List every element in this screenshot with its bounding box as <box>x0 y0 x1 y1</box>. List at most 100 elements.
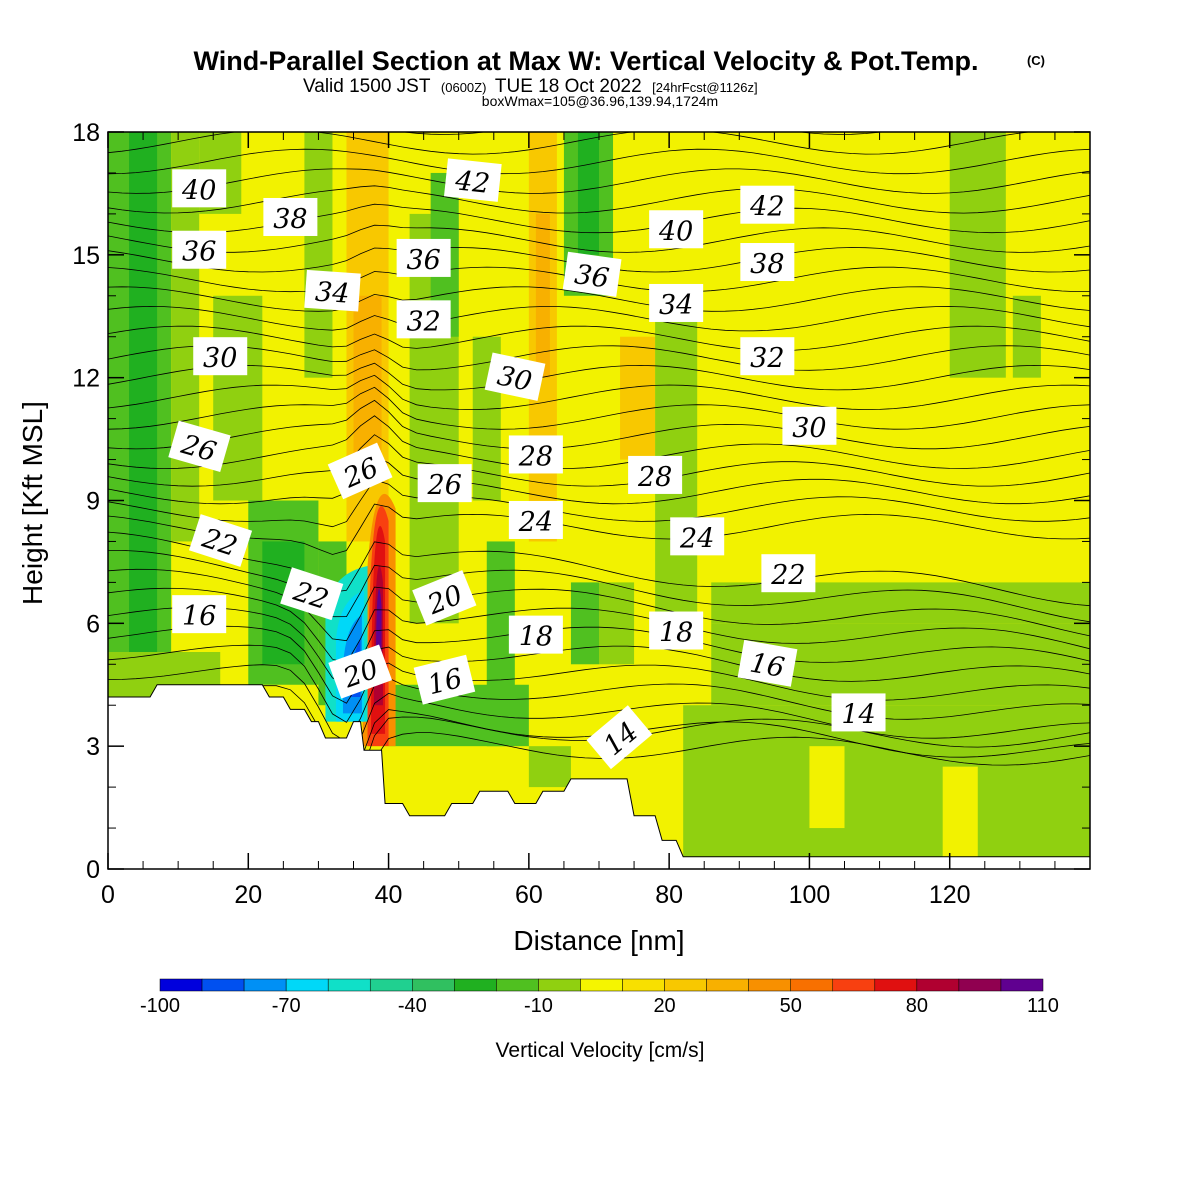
contour-label-box <box>172 169 227 208</box>
x-tick-label: 120 <box>929 881 971 909</box>
colorbar-swatch <box>496 978 539 992</box>
contour-label-12: 34 <box>649 283 704 322</box>
contour-label-29: 18 <box>508 615 563 654</box>
theta-contour-19 <box>108 374 1090 411</box>
contour-label-13: 38 <box>740 243 795 282</box>
theta-contour-23 <box>108 305 1090 332</box>
colorbar-swatch <box>327 978 371 992</box>
field-band-33 <box>942 766 978 857</box>
contour-label-7: 36 <box>562 251 622 297</box>
contour-label-text: 38 <box>750 249 784 280</box>
colorbar-swatch <box>201 978 245 992</box>
colorbar-swatch <box>664 978 707 992</box>
colorbar-swatch <box>369 978 413 992</box>
contour-label-14: 32 <box>740 337 795 376</box>
y-tick-label: 6 <box>86 610 100 638</box>
contour-label-21: 22 <box>188 514 253 567</box>
valid-forecast: [24hrFcst@1126z] <box>652 80 757 95</box>
contour-label-10: 40 <box>649 210 704 249</box>
colorbar-tick-label: 20 <box>653 995 675 1017</box>
y-tick-label: 0 <box>86 856 100 884</box>
x-tick-label: 100 <box>789 881 831 909</box>
box-wmax-text: boxWmax=105@36.96,139.94,1724m <box>482 93 718 109</box>
x-tick-label: 20 <box>234 881 262 909</box>
colorbar-tick-label: 80 <box>906 995 928 1017</box>
theta-contour-11 <box>108 531 1090 607</box>
field-band-3 <box>129 132 158 747</box>
y-tick-label: 9 <box>86 488 100 516</box>
contour-label-text: 30 <box>792 413 826 444</box>
copyright-mark: (C) <box>1027 53 1045 68</box>
contour-label-8: 30 <box>193 337 248 376</box>
terrain <box>108 684 1090 869</box>
valid-prefix: Valid 1500 JST <box>303 76 431 97</box>
y-tick-label: 3 <box>86 733 100 761</box>
contour-label-box <box>740 185 795 224</box>
colorbar: -100 -70 -40 -10 20 50 80 110 <box>140 978 1059 1017</box>
colorbar-swatch <box>454 978 497 992</box>
y-axis-label: Height [Kft MSL] <box>17 401 48 605</box>
contour-label-33: 16 <box>413 654 476 705</box>
contour-label-5: 36 <box>396 238 451 277</box>
theta-contour-17 <box>108 399 1090 450</box>
theta-contour-7 <box>108 606 1090 685</box>
colorbar-swatch <box>412 978 455 992</box>
contour-label-text: 40 <box>658 216 693 247</box>
contour-label-box <box>417 464 472 503</box>
theta-contour-8 <box>108 587 1090 664</box>
contour-label-2: 36 <box>172 230 227 269</box>
contour-label-box <box>740 337 795 376</box>
colorbar-swatch <box>748 978 791 992</box>
contour-label-box <box>444 158 502 202</box>
contour-label-text: 24 <box>518 507 553 538</box>
theta-contour-3 <box>108 685 1090 764</box>
contour-label-32: 14 <box>831 693 886 732</box>
x-tick-label: 40 <box>375 881 403 909</box>
theta-contour-31 <box>108 148 1090 175</box>
contour-label-box <box>782 406 837 445</box>
theta-contour-21 <box>108 345 1090 371</box>
y-tick-label: 15 <box>72 242 100 270</box>
contour-label-text: 16 <box>747 648 786 684</box>
x-axis-label: Distance [nm] <box>513 925 684 956</box>
theta-contour-16 <box>108 415 1090 470</box>
contour-label-box <box>562 251 622 297</box>
x-tick-label: 0 <box>101 881 115 909</box>
contour-label-text: 22 <box>770 560 805 591</box>
theta-contour-14 <box>108 455 1090 505</box>
contour-label-box <box>396 300 451 339</box>
valid-line: Valid 1500 JST (0600Z) TUE 18 Oct 2022 [… <box>303 76 758 97</box>
contour-label-box <box>649 210 704 249</box>
theta-contour-12 <box>108 503 1090 555</box>
field-band-24 <box>599 582 635 665</box>
contour-label-17: 26 <box>417 464 472 503</box>
contour-label-box <box>737 639 798 687</box>
valid-z: (0600Z) <box>441 80 487 95</box>
contour-label-1: 38 <box>263 197 318 236</box>
contour-label-box <box>168 420 231 473</box>
field-band-25 <box>683 705 1090 857</box>
contour-label-text: 30 <box>203 343 237 374</box>
theta-contour-20 <box>108 362 1090 391</box>
contour-label-box <box>263 197 318 236</box>
theta-contour-22 <box>108 325 1090 352</box>
theta-contour-15 <box>108 434 1090 487</box>
theta-contour-30 <box>108 168 1090 194</box>
contour-label-11: 42 <box>740 185 795 224</box>
contour-label-23: 24 <box>670 517 725 556</box>
contour-label-text: 18 <box>519 622 553 653</box>
theta-contour-13 <box>108 479 1090 528</box>
valid-date: TUE 18 Oct 2022 <box>495 76 642 97</box>
theta-contour-24 <box>108 286 1090 312</box>
contour-label-box <box>740 243 795 282</box>
contour-label-text: 14 <box>841 699 875 730</box>
contour-label-box <box>649 283 704 322</box>
contour-label-box <box>412 570 477 626</box>
contour-label-text: 36 <box>182 237 216 268</box>
contour-label-text: 28 <box>637 462 672 493</box>
contour-label-text: 36 <box>406 245 440 276</box>
contour-label-25: 22 <box>761 554 816 593</box>
contour-label-text: 30 <box>494 360 534 397</box>
